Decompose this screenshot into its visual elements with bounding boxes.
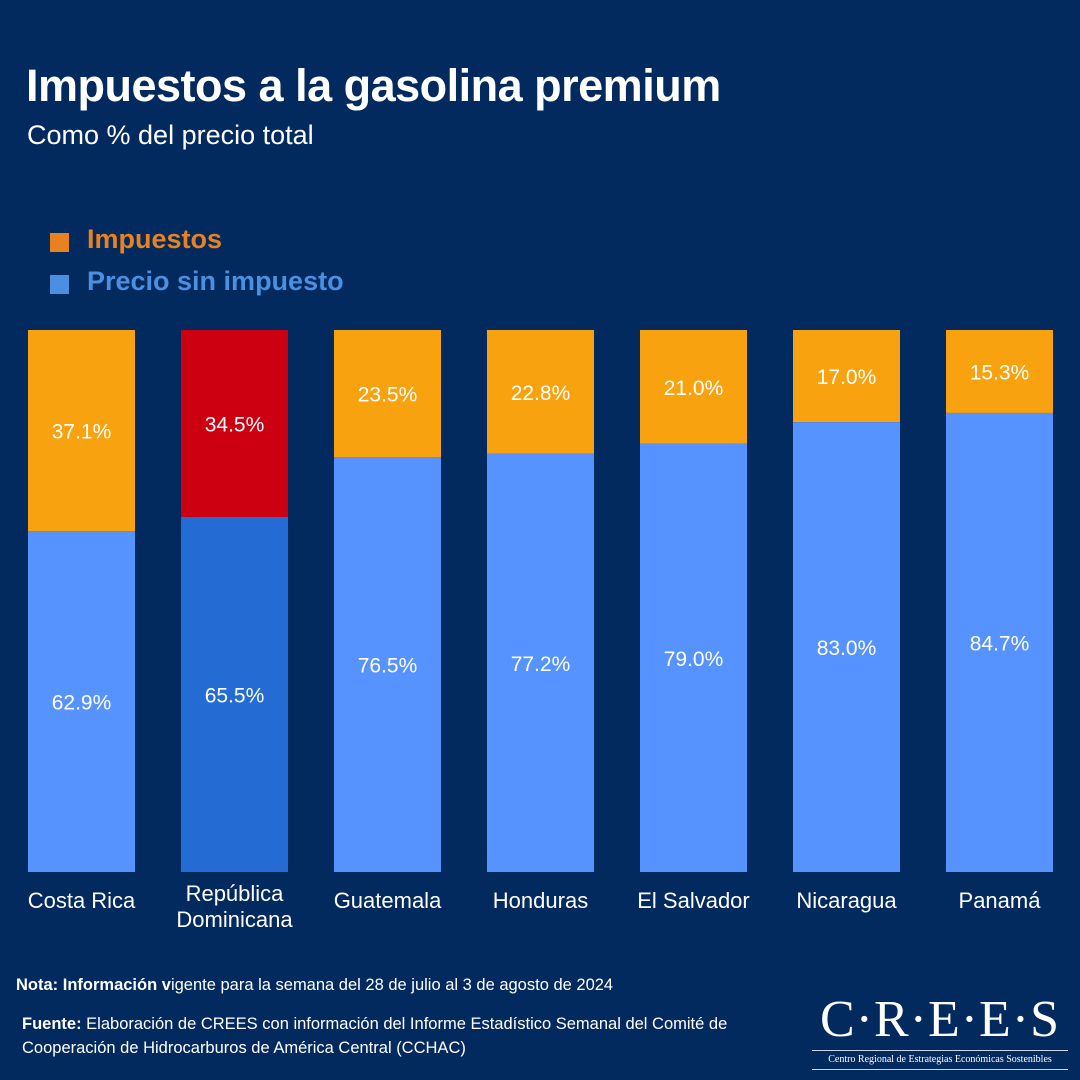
data-label-precio-honduras: 77.2% [511,653,571,676]
bar-impuestos-honduras [487,330,594,454]
bar-impuestos-panama [946,330,1053,413]
bar-impuestos-republica-dominicana [181,330,288,517]
data-label-precio-panama: 84.7% [970,632,1030,655]
legend: Impuestos Precio sin impuesto [50,218,344,302]
bar-impuestos-nicaragua [793,330,900,423]
category-label-nicaragua: Nicaragua [796,888,897,913]
bar-group-honduras: 22.8% 77.2% Honduras [487,330,594,913]
logo-divider-top [812,1050,1068,1051]
note-text: igente para la semana del 28 de julio al… [170,976,614,994]
footer-note: Nota: Información vigente para la semana… [16,976,613,995]
legend-item-precio: Precio sin impuesto [50,260,344,302]
bar-group-costa-rica: 37.1% 62.9% Costa Rica [28,330,136,913]
data-label-impuestos-guatemala: 23.5% [358,384,418,407]
stacked-bar-chart: 37.1% 62.9% Costa Rica 34.5% 65.5% República D… [28,330,1053,932]
bar-group-el-salvador: 21.0% 79.0% El Salvador [637,330,750,913]
category-label-el-salvador: El Salvador [637,888,750,913]
category-label-republica-dominicana: República Dominicana [176,881,293,932]
logo-wordmark: C·R·E·E·S [819,991,1061,1048]
footer-source: Fuente: Elaboración de CREES con informa… [22,1012,792,1060]
bar-impuestos-guatemala [334,330,441,458]
logo-divider-bottom [812,1069,1068,1070]
legend-swatch-precio [50,274,69,294]
data-label-impuestos-panama: 15.3% [970,361,1030,384]
bar-group-panama: 15.3% 84.7% Panamá [946,330,1053,913]
note-label: Nota: Información v [16,976,171,994]
bar-precio-guatemala [334,457,441,872]
logo-tagline: Centro Regional de Estrategias Económica… [828,1054,1052,1065]
bar-group-guatemala: 23.5% 76.5% Guatemala [334,330,442,913]
data-label-impuestos-honduras: 22.8% [511,382,571,405]
crees-logo: C·R·E·E·S Centro Regional de Estrategias… [812,994,1068,1073]
category-label-honduras: Honduras [493,888,588,913]
data-label-precio-republica-dominicana: 65.5% [205,684,265,707]
legend-item-impuestos: Impuestos [50,218,344,260]
legend-swatch-impuestos [50,232,69,252]
data-label-impuestos-nicaragua: 17.0% [817,366,877,389]
data-label-precio-costa-rica: 62.9% [52,692,112,715]
legend-label-precio: Precio sin impuesto [87,265,344,296]
data-label-impuestos-republica-dominicana: 34.5% [205,413,265,436]
bar-precio-honduras [487,453,594,872]
chart-subtitle: Como % del precio total [27,120,314,150]
category-label-costa-rica: Costa Rica [28,888,136,913]
bar-precio-nicaragua [793,422,900,872]
chart-title: Impuestos a la gasolina premium [26,60,721,111]
category-label-panama: Panamá [959,888,1042,913]
data-label-impuestos-el-salvador: 21.0% [664,377,724,400]
bar-impuestos-costa-rica [28,330,135,532]
bar-precio-costa-rica [28,531,135,872]
bar-group-republica-dominicana: 34.5% 65.5% República Dominicana [176,330,293,932]
bar-precio-republica-dominicana [181,516,288,872]
bar-impuestos-el-salvador [640,330,747,444]
bar-precio-panama [946,412,1053,872]
source-text: Elaboración de CREES con información del… [22,1015,728,1057]
data-label-precio-guatemala: 76.5% [358,655,418,678]
bar-precio-el-salvador [640,443,747,872]
data-label-precio-nicaragua: 83.0% [817,637,877,660]
data-label-impuestos-costa-rica: 37.1% [52,421,112,444]
category-label-guatemala: Guatemala [334,888,442,913]
data-label-precio-el-salvador: 79.0% [664,648,724,671]
bar-group-nicaragua: 17.0% 83.0% Nicaragua [793,330,900,913]
legend-label-impuestos: Impuestos [87,223,223,254]
source-label: Fuente: [22,1015,82,1033]
